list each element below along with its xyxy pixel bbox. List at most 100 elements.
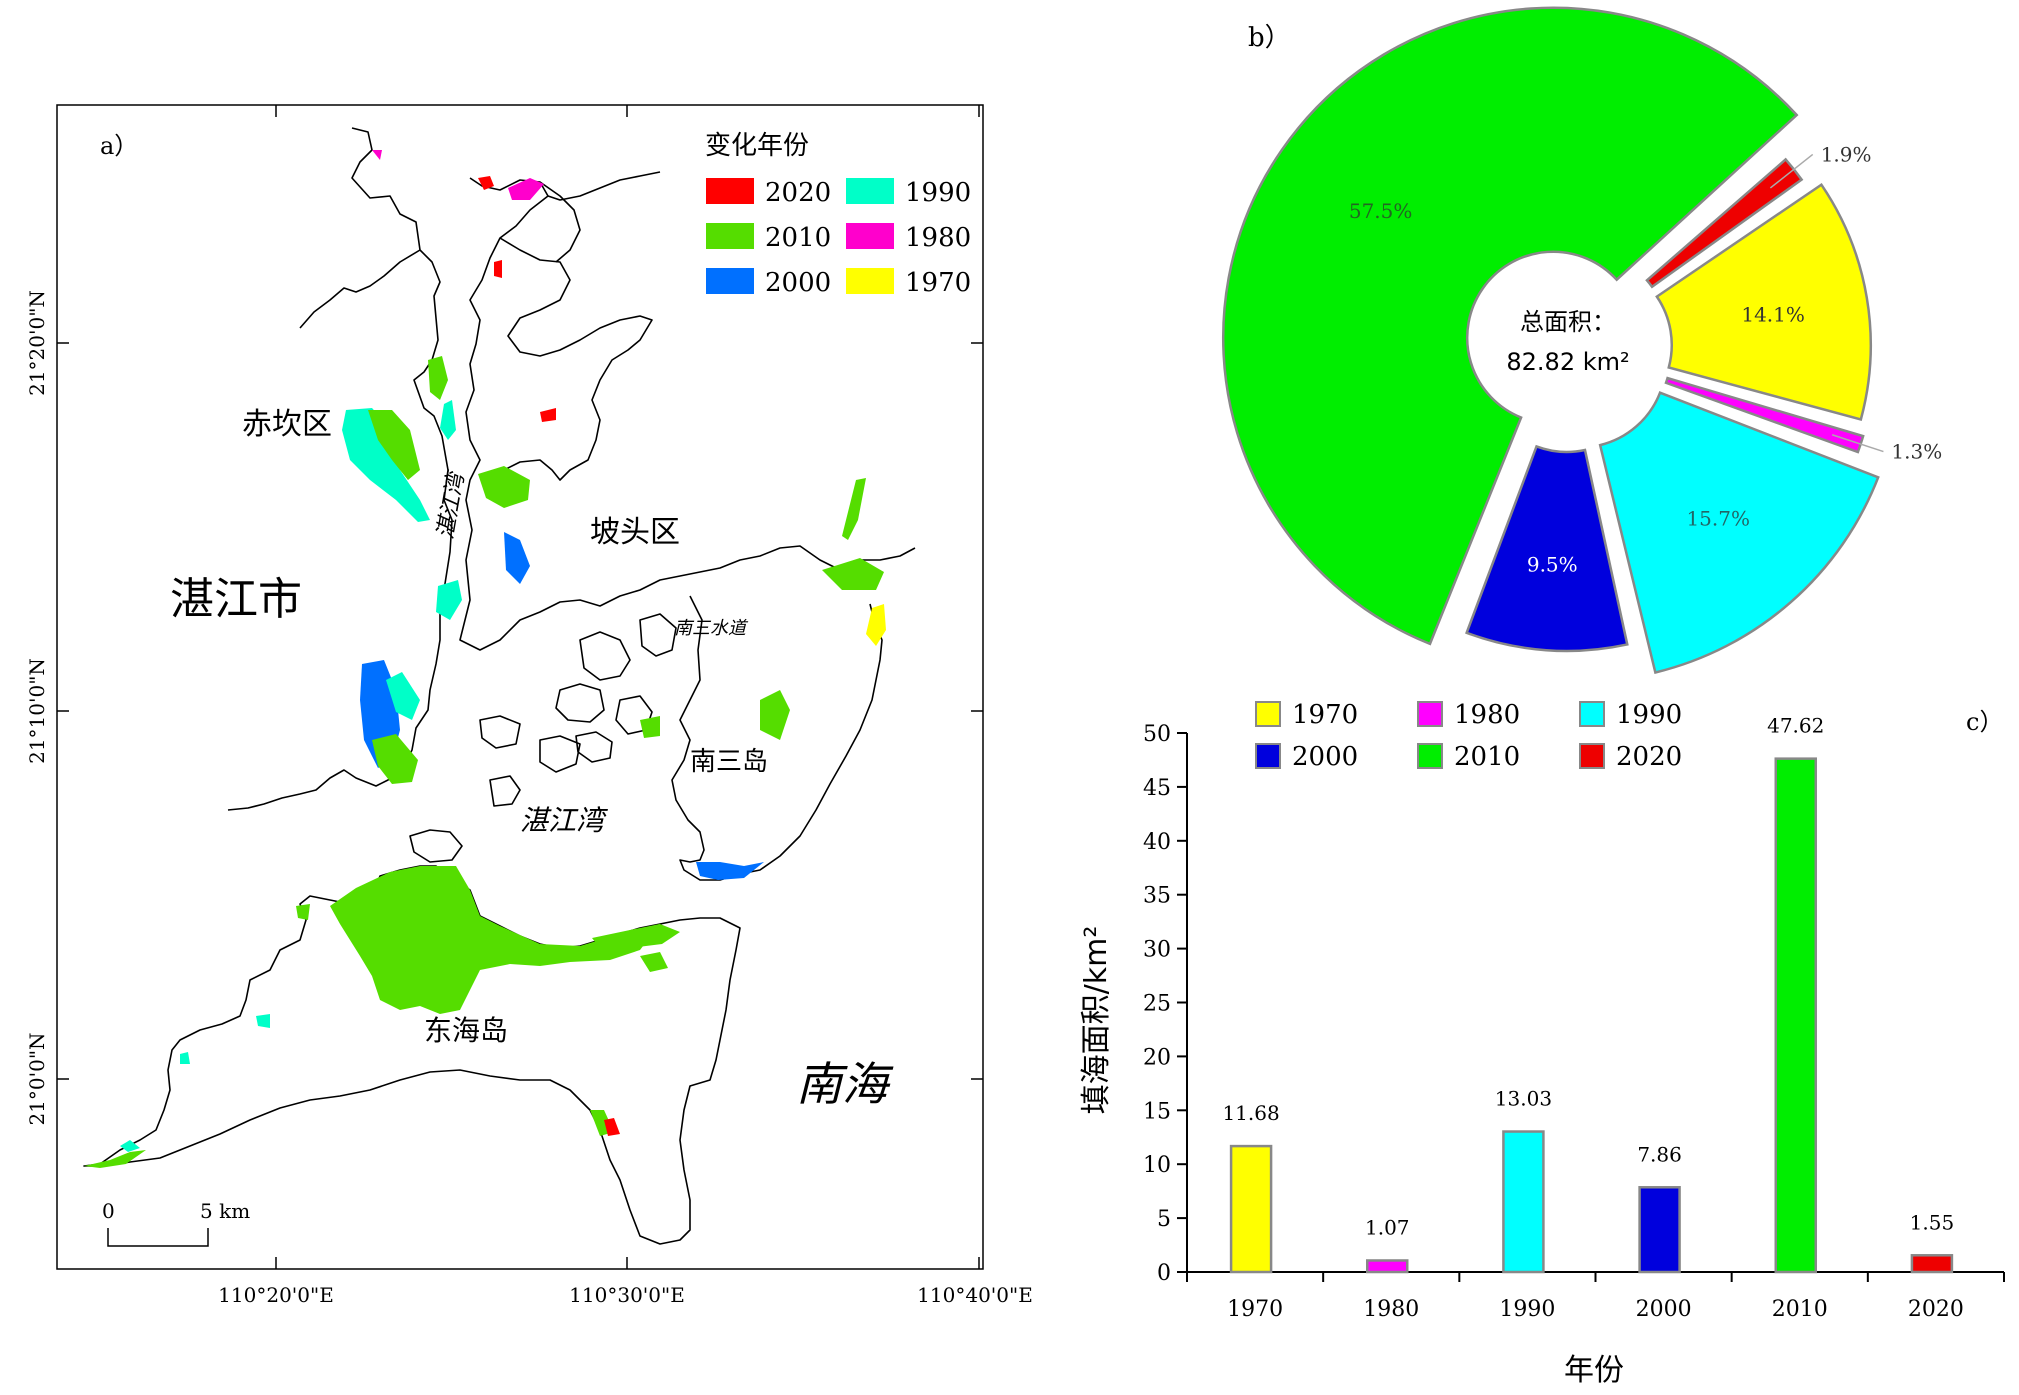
west-mainland-coast	[227, 127, 453, 811]
patch-1990-west-mid	[436, 580, 462, 620]
bar-value-label-2020: 1.55	[1910, 1210, 1955, 1234]
legend-title: 变化年份	[705, 131, 809, 161]
bar-legend-swatch-2010	[1417, 743, 1443, 769]
pie-panel: b） 57.5% 14.1% 15.7% 9.5% 1.9% 1.3% 总面积： 82.82…	[1221, 6, 1942, 675]
bar-legend-swatch-1970	[1255, 701, 1281, 727]
lat-label-3: 21°0'0"N	[25, 1032, 49, 1125]
patch-1980-north	[372, 150, 544, 200]
legend-swatch-2010	[706, 223, 754, 249]
pie-label-2000: 9.5%	[1527, 552, 1578, 576]
donghai-island	[83, 865, 741, 1245]
pie-leader-1980	[1831, 434, 1884, 453]
lon-label-2: 110°30'0"E	[569, 1283, 685, 1307]
bar-legend-swatch-2020	[1579, 743, 1605, 769]
lat-label-1: 21°20'0"N	[25, 290, 49, 396]
y-tick-label: 10	[1143, 1153, 1171, 1178]
patch-2010-north-channel	[428, 356, 448, 400]
label-chikan: 赤坎区	[242, 407, 332, 442]
reclamation-areas	[84, 150, 886, 1168]
bar-legend-label-1990: 1990	[1616, 700, 1682, 730]
label-nansan-island: 南三岛	[690, 747, 768, 777]
patch-2000-nansan	[696, 862, 764, 880]
potou-north-branch	[539, 171, 661, 263]
y-tick-label: 30	[1143, 938, 1171, 963]
label-zhanjiang-bay: 湛江湾	[520, 804, 608, 837]
patch-1970-east	[866, 604, 886, 646]
bar-legend-label-2000: 2000	[1292, 742, 1358, 772]
pie-panel-label: b）	[1248, 23, 1291, 53]
map-panel: a） 21°20'0"N 21°10'0"N 21°0'0"N 110°20'0…	[25, 104, 1033, 1307]
bar-panel-label: c）	[1966, 708, 2003, 736]
pie-slice-1970	[1655, 182, 1872, 422]
lat-label-2: 21°10'0"N	[25, 658, 49, 764]
bar-legend-swatch-2000	[1255, 743, 1281, 769]
map-legend: 变化年份 2020 1990 2010 1980 2000 1970	[705, 131, 971, 298]
bar-chart: 0 5 10 15 20 25 30 35 40 45 50 11.68 1970 1.07 1980 13.…	[1143, 700, 2005, 1322]
scale-bar: 0 5 km	[102, 1199, 250, 1247]
potou-coast	[459, 177, 916, 651]
lat-labels: 21°20'0"N 21°10'0"N 21°0'0"N	[25, 290, 49, 1125]
donghai-north-islet	[409, 829, 463, 863]
x-tick-label-1990: 1990	[1499, 1297, 1555, 1322]
label-nansan-waterway: 南三水道	[674, 618, 749, 639]
y-tick-label: 0	[1157, 1261, 1171, 1286]
legend-label-1990: 1990	[905, 178, 971, 208]
legend-swatch-2020	[706, 178, 754, 204]
map-panel-label: a）	[100, 132, 138, 160]
bar-value-label-2000: 7.86	[1637, 1142, 1682, 1166]
pie-slice-1980	[1664, 376, 1865, 454]
pie-slice-1990	[1598, 391, 1880, 675]
patch-2010-potou-west	[478, 466, 530, 508]
legend-label-2000: 2000	[765, 268, 831, 298]
pie-slice-2010	[1221, 6, 1799, 646]
patch-1990-west-south	[386, 672, 420, 720]
patch-2010-east	[640, 478, 884, 740]
bar-value-label-1990: 13.03	[1495, 1087, 1552, 1111]
legend-label-2010: 2010	[765, 223, 831, 253]
pie-slice-2000	[1465, 444, 1629, 653]
bar-panel: c） 0 5 10 15 20 25 30 35 40 45 50 11.68 1970 1.07 1980…	[1079, 700, 2005, 1388]
bar-legend-swatch-1990	[1579, 701, 1605, 727]
lon-label-3: 110°40'0"E	[917, 1283, 1033, 1307]
x-tick-label-2020: 2020	[1908, 1297, 1964, 1322]
bar-xlabel: 年份	[1564, 1353, 1624, 1388]
lon-labels: 110°20'0"E 110°30'0"E 110°40'0"E	[218, 1283, 1033, 1307]
legend-swatch-1990	[846, 178, 894, 204]
bar-ylabel: 填海面积/km²	[1079, 926, 1114, 1115]
patch-2000-potou	[504, 532, 530, 584]
map-frame	[56, 104, 984, 1270]
x-tick-label-1970: 1970	[1227, 1297, 1283, 1322]
coastline	[83, 127, 916, 1245]
bar-1970	[1229, 1144, 1273, 1274]
legend-swatch-2000	[706, 268, 754, 294]
bar-legend-label-2010: 2010	[1454, 742, 1520, 772]
x-tick-label-2000: 2000	[1636, 1297, 1692, 1322]
y-tick-label: 35	[1143, 884, 1171, 909]
patch-2010-donghai-east	[592, 924, 680, 972]
west-mainland-inner	[299, 249, 421, 329]
pie-leader-2020	[1769, 153, 1814, 189]
patch-2010-west-south	[372, 734, 418, 784]
y-tick-label: 25	[1143, 992, 1171, 1017]
label-donghai-island: 东海岛	[424, 1014, 508, 1047]
bar-legend-label-2020: 2020	[1616, 742, 1682, 772]
patch-2010-donghai	[330, 866, 660, 1014]
pie-label-1980: 1.3%	[1891, 440, 1942, 464]
scale-five: 5 km	[200, 1199, 250, 1223]
legend-swatch-1970	[846, 268, 894, 294]
label-potou: 坡头区	[590, 515, 680, 550]
pie-label-1970: 14.1%	[1741, 303, 1805, 327]
y-tick-label: 5	[1157, 1207, 1171, 1232]
bar-2000	[1638, 1186, 1681, 1274]
y-tick-label: 45	[1143, 776, 1171, 801]
bar-value-label-2010: 47.62	[1767, 714, 1824, 738]
x-tick-label-2010: 2010	[1772, 1297, 1828, 1322]
y-tick-label: 15	[1143, 1099, 1171, 1124]
bar-value-label-1980: 1.07	[1365, 1215, 1410, 1239]
bar-value-label-1970: 11.68	[1222, 1101, 1279, 1125]
patch-1990-chikan	[342, 408, 430, 522]
bar-legend-swatch-1980	[1417, 701, 1443, 727]
pie-label-2010: 57.5%	[1349, 199, 1413, 223]
patch-2010-chikan	[368, 410, 420, 480]
